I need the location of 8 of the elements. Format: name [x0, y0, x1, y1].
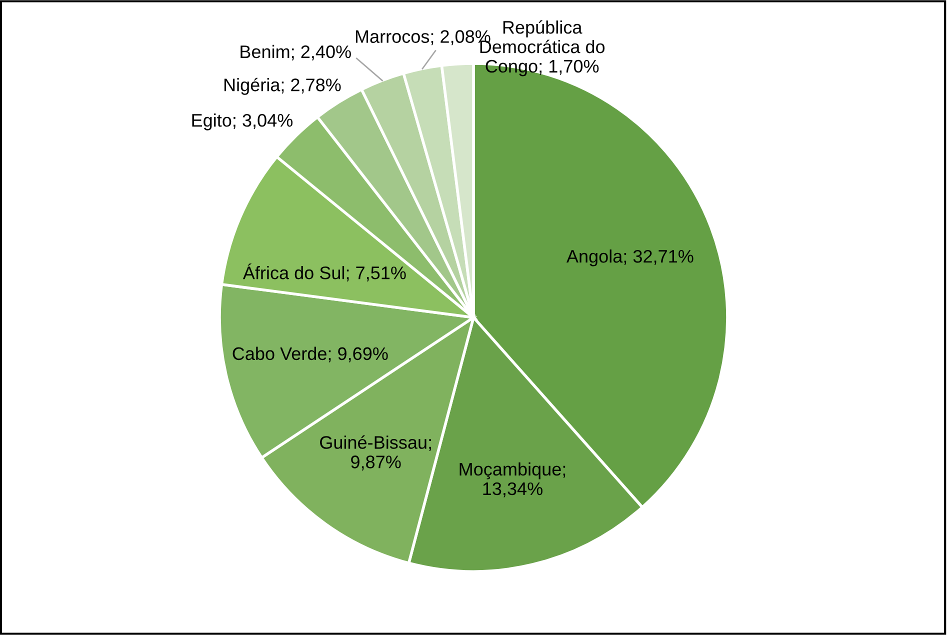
slice-label: Nigéria; 2,78%: [224, 78, 341, 95]
slice-label: Benim; 2,40%: [240, 44, 351, 60]
slice-label: Angola; 32,71%: [566, 249, 694, 266]
slice-label: África do Sul; 7,51%: [242, 263, 406, 282]
slice-label: Moçambique; 13,34%: [460, 462, 566, 498]
slice-label: Guiné-Bissau; 9,87%: [320, 435, 431, 470]
slice-label: Cabo Verde; 9,69%: [232, 346, 388, 362]
slice-label: Egito; 3,04%: [192, 114, 293, 130]
